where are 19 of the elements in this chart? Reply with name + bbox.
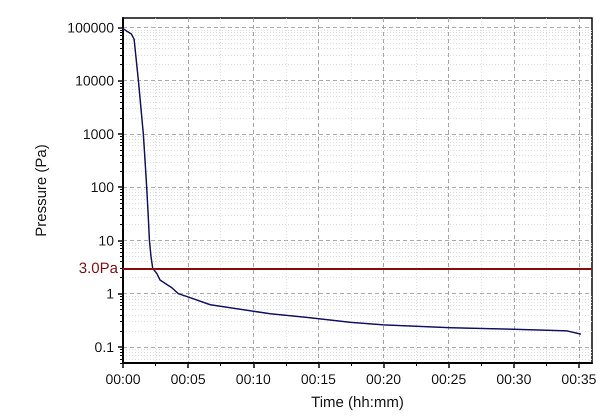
x-tick-label: 00:15 [300,371,336,387]
x-tick-label: 00:25 [431,371,466,387]
x-tick-label: 00:05 [170,371,206,387]
y-tick-label: 10000 [75,72,114,89]
x-axis-title: Time (hh:mm) [311,394,404,411]
x-tick-label: 00:00 [105,371,141,387]
ref-line-label: 3.0Pa [78,260,119,277]
line-series [122,28,582,335]
x-tick-label: 00:20 [366,371,402,387]
y-tick-label: 100 [90,179,114,196]
y-tick-label: 1000 [82,126,114,142]
y-tick-label: 10 [98,232,114,248]
x-tick-label: 00:10 [236,371,272,387]
y-tick-label: 0.1 [94,338,114,355]
x-tick-label: 00:30 [496,371,532,387]
y-tick-label: 100000 [67,19,114,36]
y-tick-label: 1 [106,286,114,302]
y-axis-title: Pressure (Pa) [33,144,50,237]
x-tick-label: 00:35 [561,371,597,387]
